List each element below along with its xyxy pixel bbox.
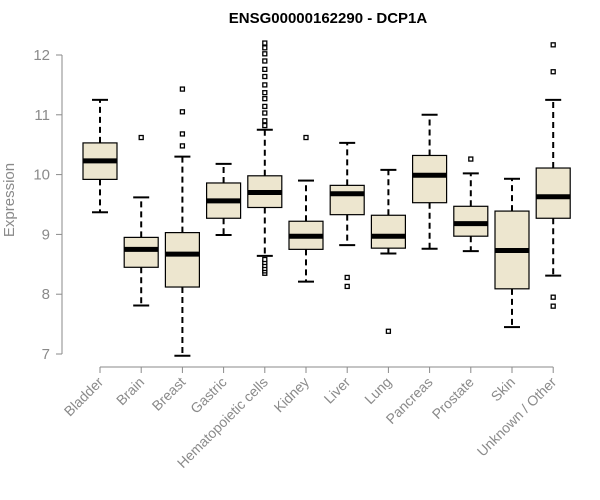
- y-tick-label: 8: [42, 286, 50, 303]
- box-pancreas: [412, 113, 448, 250]
- iqr-box: [123, 236, 159, 268]
- y-axis: 7 8 9 10 11 12: [33, 47, 63, 363]
- x-tick-label: Kidney: [271, 374, 313, 416]
- outlier-point: [262, 51, 268, 57]
- outlier-point: [262, 256, 268, 263]
- box-kidney: [288, 134, 324, 283]
- box-skin: [494, 177, 530, 329]
- y-tick-label: 11: [34, 107, 50, 124]
- x-tick-label: Bladder: [61, 374, 107, 420]
- y-tick-label: 10: [33, 167, 50, 184]
- box-breast: [164, 86, 200, 357]
- outlier-point: [550, 303, 556, 309]
- chart-title: ENSG00000162290 - DCP1A: [229, 10, 428, 27]
- x-tick-label: Brain: [113, 374, 147, 408]
- outlier-point: [550, 69, 556, 75]
- box-liver: [329, 141, 365, 290]
- y-tick-label: 7: [42, 346, 50, 363]
- iqr-box: [164, 232, 200, 288]
- outlier-point: [550, 294, 556, 300]
- outlier-point: [262, 45, 268, 51]
- outlier-point: [262, 110, 268, 116]
- box-lung: [370, 168, 406, 334]
- iqr-box: [412, 154, 448, 204]
- outlier-point: [262, 73, 268, 80]
- outlier-point: [262, 40, 268, 46]
- outlier-point: [262, 82, 268, 88]
- box-prostate: [453, 156, 489, 253]
- x-tick-label: Skin: [488, 374, 519, 405]
- outlier-point: [179, 86, 186, 92]
- outlier-point: [303, 134, 309, 141]
- outlier-point: [344, 274, 350, 281]
- outlier-point: [262, 90, 268, 96]
- x-tick-label: Lung: [361, 374, 394, 407]
- box-gastric: [206, 162, 242, 236]
- x-tick-label: Breast: [149, 374, 189, 414]
- outlier-point: [550, 42, 556, 48]
- outlier-point: [262, 58, 268, 64]
- outlier-point: [262, 122, 268, 129]
- outlier-point: [179, 143, 186, 149]
- x-tick-label: Liver: [321, 374, 354, 407]
- box-hematopoietic-cells: [247, 40, 283, 276]
- y-axis-label: Expression: [1, 163, 18, 237]
- outlier-point: [262, 96, 268, 102]
- y-tick-label: 12: [33, 47, 50, 64]
- outlier-point: [179, 131, 186, 137]
- iqr-box: [535, 167, 571, 219]
- box-series: [82, 40, 571, 357]
- x-tick-label: Prostate: [429, 374, 477, 422]
- outlier-point: [385, 328, 392, 334]
- outlier-point: [262, 66, 268, 73]
- box-brain: [123, 134, 159, 307]
- y-tick-label: 9: [42, 226, 50, 243]
- box-bladder: [82, 98, 118, 214]
- outlier-point: [468, 156, 474, 162]
- outlier-point: [138, 134, 144, 141]
- outlier-point: [344, 283, 350, 290]
- outlier-point: [262, 103, 268, 110]
- box-unknown-other: [535, 42, 571, 309]
- outlier-point: [179, 109, 186, 115]
- iqr-box: [370, 214, 406, 249]
- outlier-point: [262, 118, 268, 124]
- iqr-box: [329, 184, 365, 216]
